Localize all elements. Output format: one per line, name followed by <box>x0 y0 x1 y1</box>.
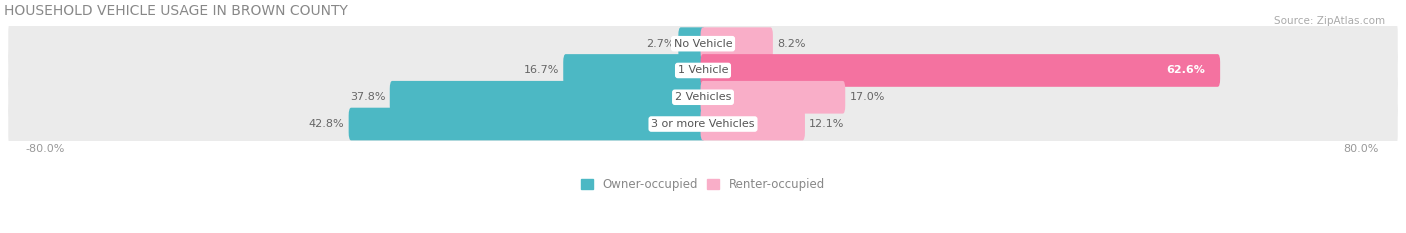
FancyBboxPatch shape <box>8 46 1398 95</box>
Text: No Vehicle: No Vehicle <box>673 39 733 49</box>
Text: 3 or more Vehicles: 3 or more Vehicles <box>651 119 755 129</box>
FancyBboxPatch shape <box>349 108 706 140</box>
Text: 2 Vehicles: 2 Vehicles <box>675 92 731 102</box>
Text: 16.7%: 16.7% <box>524 65 560 75</box>
Text: 42.8%: 42.8% <box>309 119 344 129</box>
Text: 37.8%: 37.8% <box>350 92 385 102</box>
FancyBboxPatch shape <box>700 108 806 140</box>
Legend: Owner-occupied, Renter-occupied: Owner-occupied, Renter-occupied <box>576 173 830 195</box>
Text: HOUSEHOLD VEHICLE USAGE IN BROWN COUNTY: HOUSEHOLD VEHICLE USAGE IN BROWN COUNTY <box>4 4 349 18</box>
Text: 1 Vehicle: 1 Vehicle <box>678 65 728 75</box>
FancyBboxPatch shape <box>700 81 845 114</box>
FancyBboxPatch shape <box>564 54 706 87</box>
Text: 8.2%: 8.2% <box>778 39 806 49</box>
FancyBboxPatch shape <box>700 54 1220 87</box>
FancyBboxPatch shape <box>8 19 1398 68</box>
FancyBboxPatch shape <box>700 27 773 60</box>
Text: 12.1%: 12.1% <box>808 119 845 129</box>
Text: Source: ZipAtlas.com: Source: ZipAtlas.com <box>1274 16 1385 26</box>
FancyBboxPatch shape <box>389 81 706 114</box>
FancyBboxPatch shape <box>8 99 1398 149</box>
Text: 2.7%: 2.7% <box>645 39 675 49</box>
FancyBboxPatch shape <box>678 27 706 60</box>
FancyBboxPatch shape <box>8 73 1398 122</box>
Text: 17.0%: 17.0% <box>849 92 884 102</box>
Text: 62.6%: 62.6% <box>1167 65 1205 75</box>
